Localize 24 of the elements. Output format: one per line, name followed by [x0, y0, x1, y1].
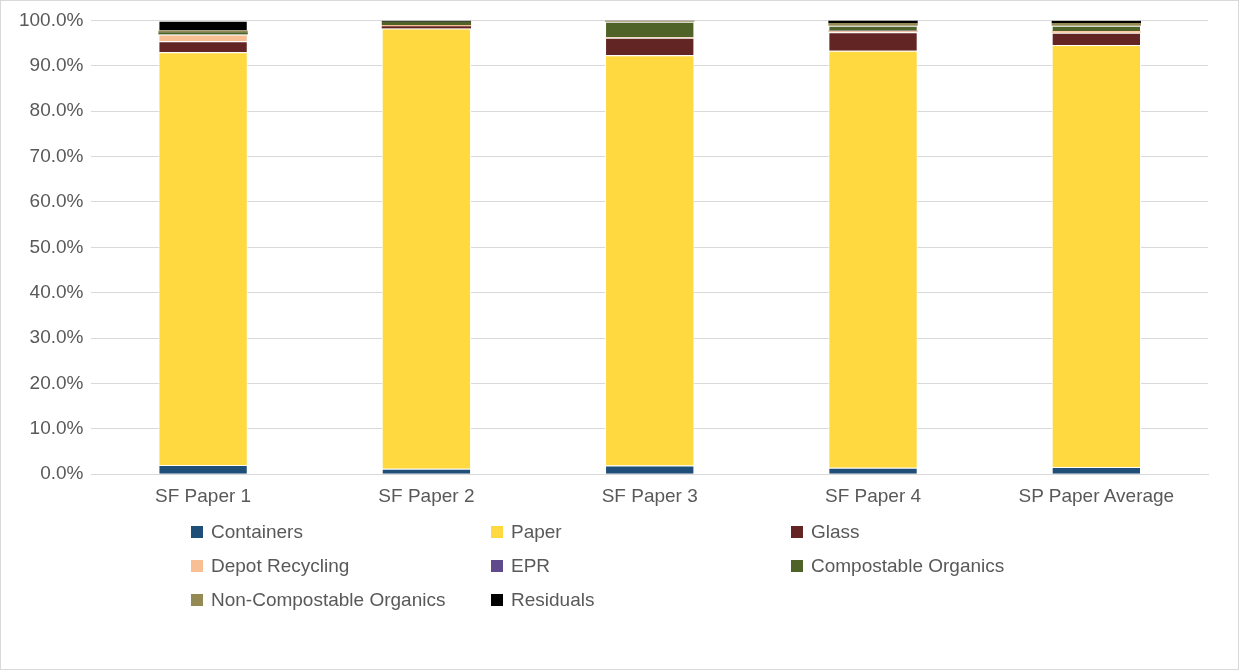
y-tick-label: 70.0% — [29, 144, 84, 166]
legend-label: Compostable Organics — [810, 555, 1006, 577]
legend-label: Paper — [510, 521, 563, 543]
legend-label: Depot Recycling — [210, 555, 351, 577]
y-tick-label: 30.0% — [29, 326, 84, 348]
x-tick-label: SF Paper 2 — [378, 484, 475, 506]
y-tick-label: 20.0% — [29, 371, 84, 393]
y-tick-label: 0.0% — [40, 462, 84, 484]
legend-label: Containers — [210, 521, 304, 543]
legend-label: EPR — [510, 555, 552, 577]
legend-label: Residuals — [510, 589, 596, 611]
y-tick-label: 90.0% — [29, 54, 84, 76]
y-tick-label: 100.0% — [18, 8, 84, 30]
x-tick-label: SF Paper 3 — [601, 484, 698, 506]
x-tick-label: SF Paper 4 — [824, 484, 922, 506]
y-tick-label: 50.0% — [29, 235, 84, 257]
legend-label: Non-Compostable Organics — [210, 589, 447, 611]
x-tick-label: SF Paper 1 — [155, 484, 252, 506]
y-tick-label: 10.0% — [29, 417, 84, 439]
y-tick-label: 40.0% — [29, 280, 84, 302]
y-tick-label: 80.0% — [29, 99, 84, 121]
x-tick-label: SP Paper Average — [1018, 484, 1175, 506]
y-tick-label: 60.0% — [29, 190, 84, 212]
legend-label: Glass — [810, 521, 861, 543]
